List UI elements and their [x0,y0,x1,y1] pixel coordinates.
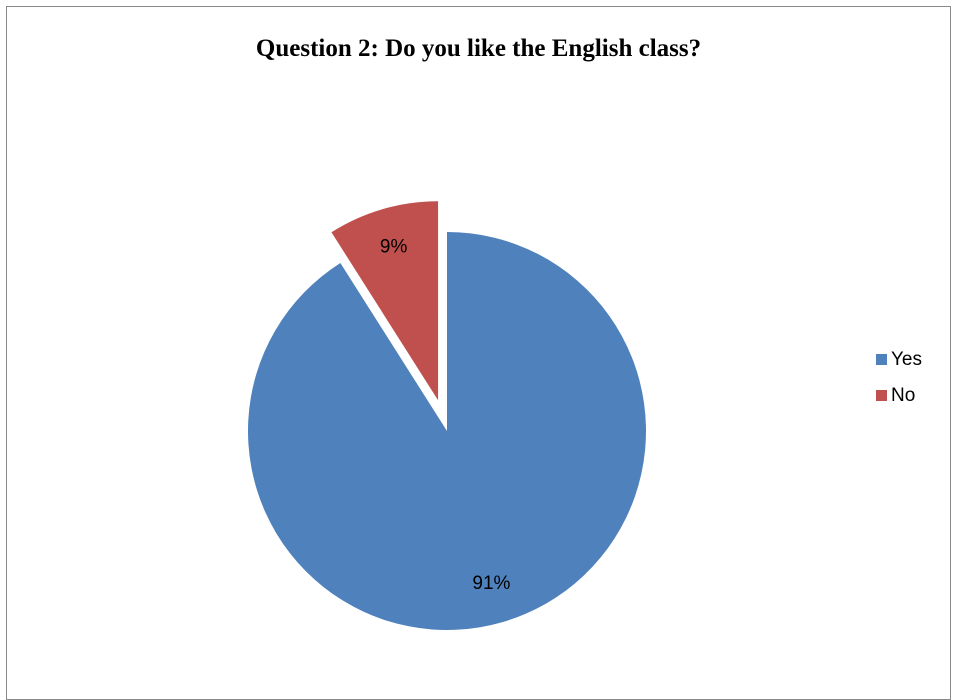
pie-slice-yes [247,232,647,630]
legend-item-no: No [876,384,922,407]
legend-label-no: No [891,384,916,406]
data-label-no: 9% [380,236,408,257]
chart-title: Question 2: Do you like the English clas… [255,35,702,62]
legend-label-yes: Yes [891,348,922,370]
legend-item-yes: Yes [876,348,922,371]
legend-swatch-no [876,390,887,401]
pie-slice-no [331,201,439,401]
chart-legend: Yes No [876,348,922,420]
data-label-yes: 91% [472,573,510,594]
legend-swatch-yes [876,354,887,365]
